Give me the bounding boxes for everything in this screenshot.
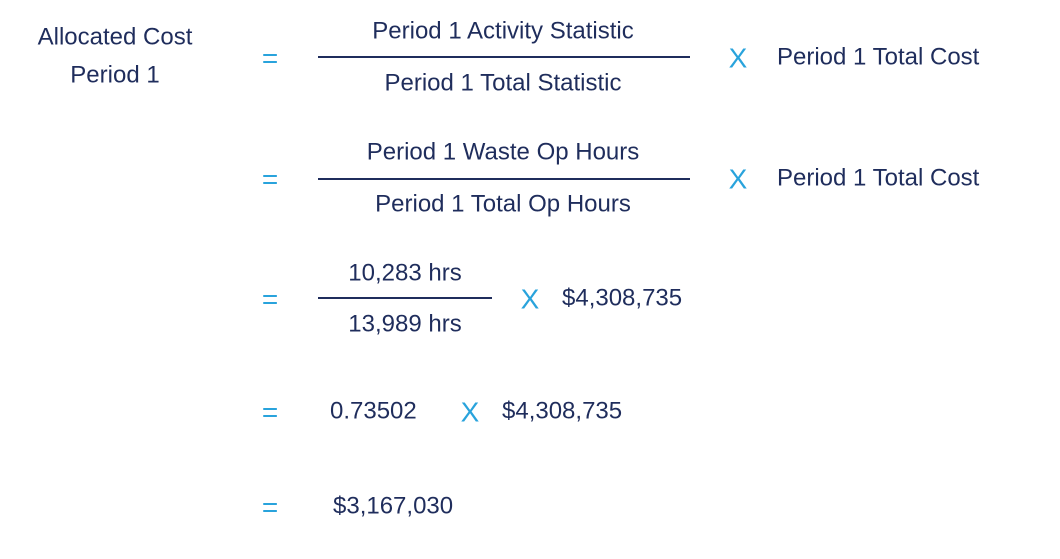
- value: 0.73502: [330, 397, 417, 424]
- numerator: Period 1 Waste Op Hours: [367, 138, 640, 165]
- factor: Period 1 Total Cost: [777, 43, 980, 70]
- times-sign: X: [729, 163, 748, 194]
- equals-sign: =: [262, 491, 278, 522]
- times-sign: X: [729, 42, 748, 73]
- equals-sign: =: [262, 163, 278, 194]
- value: $3,167,030: [333, 492, 453, 519]
- equals-sign: =: [262, 396, 278, 427]
- times-sign: X: [461, 396, 480, 427]
- numerator: Period 1 Activity Statistic: [372, 17, 633, 44]
- equals-sign: =: [262, 42, 278, 73]
- equals-sign: =: [262, 283, 278, 314]
- factor: $4,308,735: [562, 284, 682, 311]
- factor: $4,308,735: [502, 397, 622, 424]
- denominator: Period 1 Total Statistic: [384, 69, 621, 96]
- factor: Period 1 Total Cost: [777, 164, 980, 191]
- label-line: Allocated Cost: [38, 23, 193, 50]
- numerator: 10,283 hrs: [348, 259, 461, 286]
- denominator: Period 1 Total Op Hours: [375, 190, 631, 217]
- denominator: 13,989 hrs: [348, 310, 461, 337]
- label-line: Period 1: [70, 61, 159, 88]
- times-sign: X: [521, 283, 540, 314]
